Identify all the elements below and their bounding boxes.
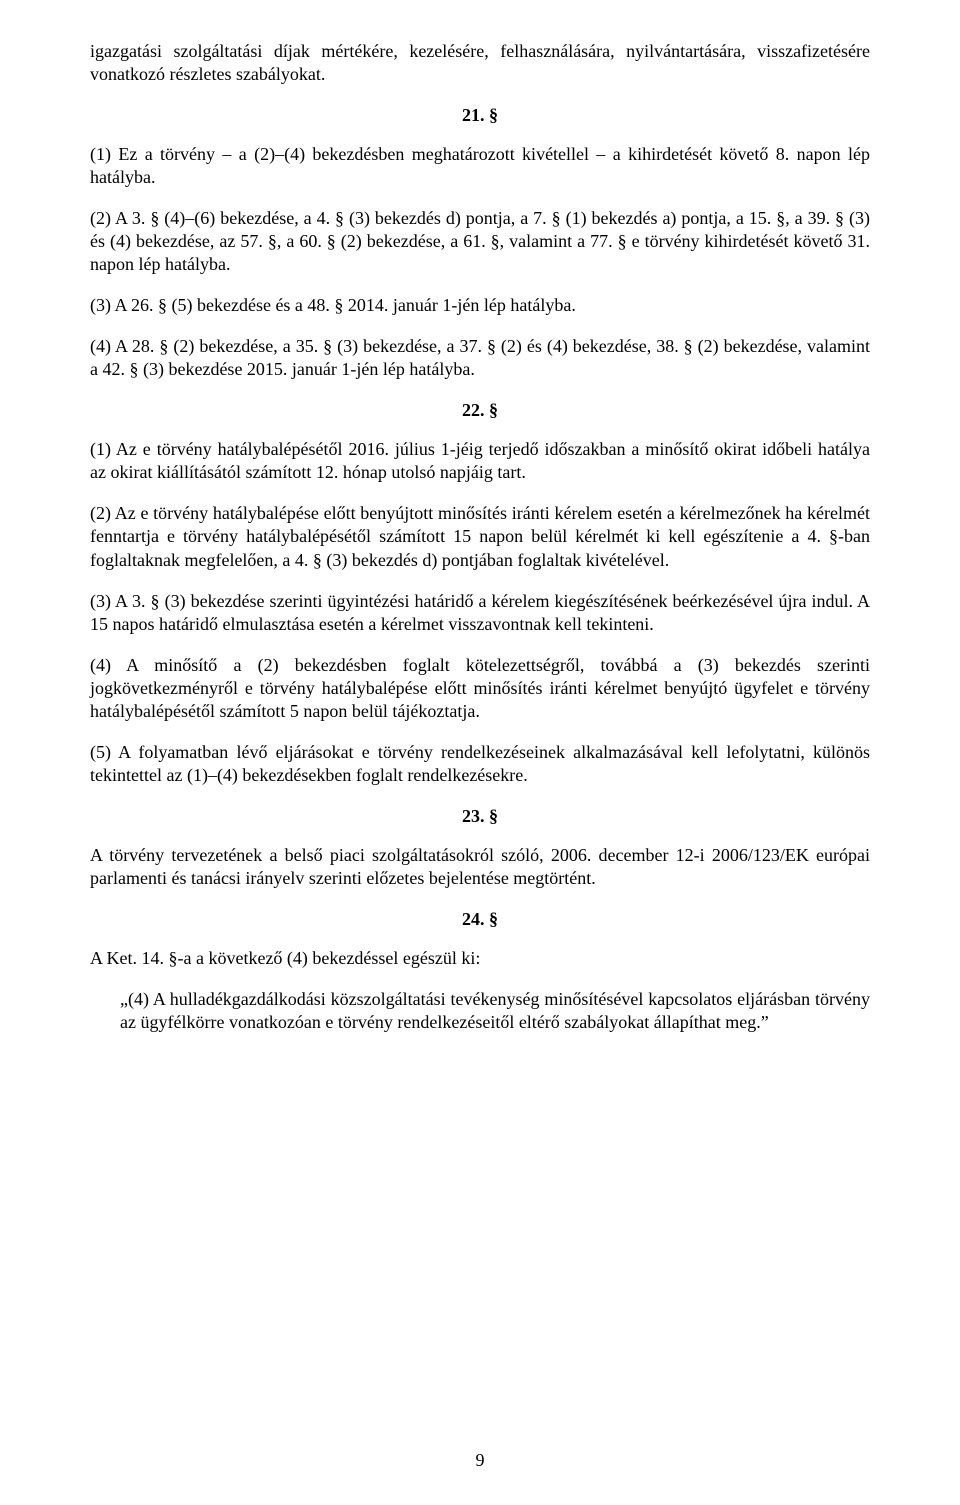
- paragraph-21-4: (4) A 28. § (2) bekezdése, a 35. § (3) b…: [90, 335, 870, 381]
- paragraph-21-1: (1) Ez a törvény – a (2)–(4) bekezdésben…: [90, 143, 870, 189]
- section-heading-22: 22. §: [90, 399, 870, 422]
- paragraph-24-quote: „(4) A hulladékgazdálkodási közszolgálta…: [90, 988, 870, 1034]
- paragraph-intro: igazgatási szolgáltatási díjak mértékére…: [90, 40, 870, 86]
- page-number: 9: [0, 1450, 960, 1471]
- paragraph-22-2: (2) Az e törvény hatálybalépése előtt be…: [90, 502, 870, 571]
- paragraph-22-4: (4) A minősítő a (2) bekezdésben foglalt…: [90, 654, 870, 723]
- document-page: igazgatási szolgáltatási díjak mértékére…: [0, 0, 960, 1505]
- section-heading-21: 21. §: [90, 104, 870, 127]
- section-heading-24: 24. §: [90, 908, 870, 931]
- paragraph-21-2: (2) A 3. § (4)–(6) bekezdése, a 4. § (3)…: [90, 207, 870, 276]
- paragraph-22-1: (1) Az e törvény hatálybalépésétől 2016.…: [90, 438, 870, 484]
- paragraph-21-3: (3) A 26. § (5) bekezdése és a 48. § 201…: [90, 294, 870, 317]
- paragraph-24-intro: A Ket. 14. §-a a következő (4) bekezdéss…: [90, 947, 870, 970]
- paragraph-23-1: A törvény tervezetének a belső piaci szo…: [90, 844, 870, 890]
- paragraph-22-3: (3) A 3. § (3) bekezdése szerinti ügyint…: [90, 590, 870, 636]
- section-heading-23: 23. §: [90, 805, 870, 828]
- paragraph-22-5: (5) A folyamatban lévő eljárásokat e tör…: [90, 741, 870, 787]
